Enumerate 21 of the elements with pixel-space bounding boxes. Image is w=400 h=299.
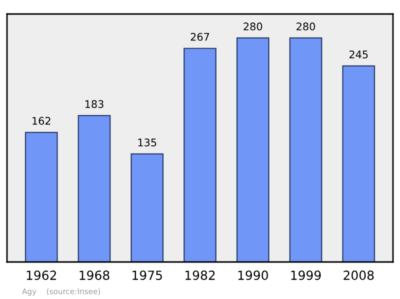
bar — [342, 65, 376, 262]
bar — [78, 115, 111, 262]
x-tick-label: 1990 — [238, 270, 268, 280]
data-label: 267 — [190, 32, 210, 41]
data-label: 280 — [244, 22, 262, 30]
x-tick-label: 1968 — [80, 270, 110, 280]
x-tick-label: 2008 — [344, 270, 374, 280]
bar — [130, 153, 164, 262]
bar — [289, 37, 322, 262]
x-tick-label: 1982 — [185, 270, 215, 280]
data-label: 280 — [296, 22, 316, 30]
data-label: 245 — [349, 50, 368, 58]
bar — [24, 132, 58, 262]
data-label: 162 — [32, 116, 50, 125]
bar — [184, 48, 216, 262]
x-tick-label: 1999 — [291, 270, 321, 280]
x-tick-label: 1962 — [26, 270, 56, 280]
x-tick-label: 1975 — [132, 270, 162, 280]
data-label: 135 — [138, 138, 156, 146]
data-label: 183 — [85, 100, 104, 108]
bar — [236, 37, 270, 262]
